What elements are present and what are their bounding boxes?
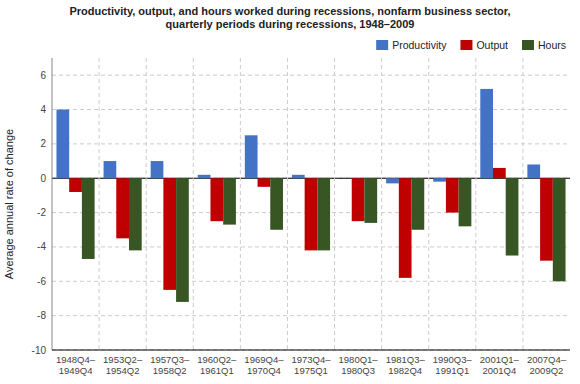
group-separator [193, 58, 194, 350]
bar [198, 175, 211, 178]
group-separator [428, 58, 429, 350]
bar [56, 110, 69, 179]
background [0, 0, 580, 384]
bar [176, 178, 189, 302]
y-tick-label: 6 [40, 70, 46, 81]
y-tick-label: -6 [37, 276, 46, 287]
bar [459, 178, 472, 226]
title: Productivity, output, and hours worked d… [69, 5, 510, 30]
grid-line [52, 350, 570, 351]
bar [270, 178, 283, 230]
group-separator [334, 58, 335, 350]
bar [223, 178, 236, 224]
x-tick-label: 1948Q4–1949Q4 [56, 354, 96, 376]
grid-line [52, 281, 570, 282]
bar [151, 161, 164, 178]
bar [339, 178, 352, 179]
bar [163, 178, 176, 290]
bar [553, 178, 566, 281]
legend-label: Productivity [392, 39, 447, 51]
bar [480, 89, 493, 178]
bar [506, 178, 519, 255]
grid-line [52, 315, 570, 316]
bar [433, 178, 446, 181]
y-tick-label: -4 [37, 241, 46, 252]
bar [82, 178, 95, 259]
bar [540, 178, 553, 260]
group-separator [146, 58, 147, 350]
y-tick-label: -10 [32, 345, 47, 356]
bar [210, 178, 223, 221]
x-axis-line [52, 350, 570, 351]
bar [352, 178, 365, 221]
bar [317, 178, 330, 250]
bar [305, 178, 318, 250]
x-tick-label: 1990Q3–1991Q1 [433, 354, 473, 376]
y-tick-label: -8 [37, 310, 46, 321]
legend-swatch [460, 40, 472, 50]
legend-label: Output [476, 39, 508, 51]
grid [52, 75, 570, 350]
series [56, 89, 540, 183]
legend-item: Productivity [376, 39, 447, 51]
x-ticks: 1948Q4–1949Q4 1953Q2–1954Q2 1957Q3–1958Q2 1… [56, 354, 567, 376]
y-tick-label: 2 [40, 138, 46, 149]
group-separator [99, 58, 100, 350]
x-tick-label: 1969Q4–1970Q4 [244, 354, 284, 376]
chart: Productivity, output, and hours worked d… [0, 0, 580, 384]
bar [258, 178, 271, 187]
group-separator [381, 58, 382, 350]
bar [116, 178, 129, 238]
x-tick-label: 1980Q1–1980Q3 [339, 354, 379, 376]
bar [527, 164, 540, 178]
bar [129, 178, 142, 250]
x-tick-label: 1953Q2–1954Q2 [103, 354, 143, 376]
bar [399, 178, 412, 278]
x-tick-label: 1973Q4–1975Q1 [291, 354, 331, 376]
bar [292, 175, 305, 178]
bar [386, 178, 399, 183]
bars [56, 89, 565, 302]
group-separator [522, 58, 523, 350]
y-ticks: -10 -8 -6 -4 -2 0 2 4 6 [32, 70, 47, 356]
bar [69, 178, 82, 192]
bar [446, 178, 459, 212]
legend-swatch [522, 40, 534, 50]
legend-swatch [376, 40, 388, 50]
group-separator [240, 58, 241, 350]
bar [104, 161, 117, 178]
x-tick-label: 1981Q3–1982Q4 [386, 354, 426, 376]
legend: Productivity Output Hours [376, 39, 566, 51]
series [82, 178, 566, 302]
series [69, 168, 553, 290]
x-tick-label: 1957Q3–1958Q2 [150, 354, 190, 376]
bar [245, 135, 258, 178]
group-separator [475, 58, 476, 350]
y-tick-label: 4 [40, 104, 46, 115]
legend-label: Hours [538, 39, 566, 51]
legend-item: Output [460, 39, 508, 51]
x-tick-label: 2001Q1–2001Q4 [480, 354, 520, 376]
grid-line [52, 75, 570, 76]
bar [493, 168, 506, 178]
y-axis-line [52, 58, 53, 350]
x-tick-label: 2007Q4–2009Q2 [527, 354, 567, 376]
y-tick-label: 0 [40, 173, 46, 184]
legend-item: Hours [522, 39, 566, 51]
x-tick-label: 1960Q2–1961Q1 [197, 354, 237, 376]
y-tick-label: -2 [37, 207, 46, 218]
bar [364, 178, 377, 223]
y-axis-label: Average annual rate of change [3, 129, 15, 279]
group-separator [287, 58, 288, 350]
bar [412, 178, 425, 230]
